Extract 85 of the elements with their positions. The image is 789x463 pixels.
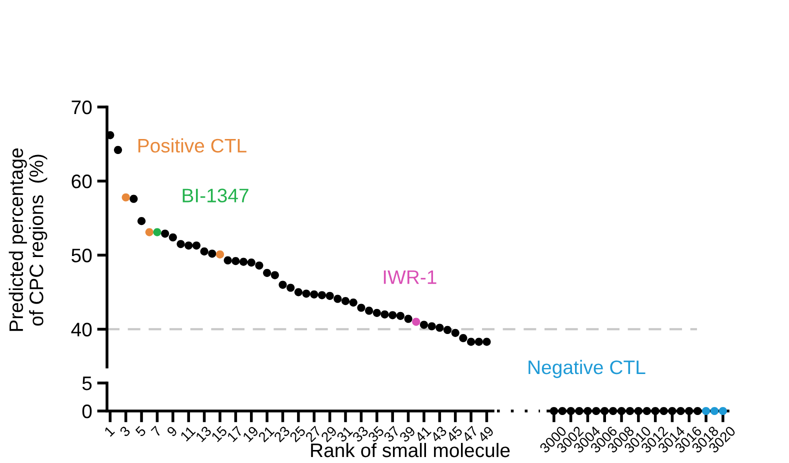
point (357, 304, 366, 312)
point (459, 334, 468, 342)
point (122, 193, 130, 202)
point (466, 338, 476, 346)
point (224, 256, 232, 264)
text: Negative CTL (528, 360, 646, 378)
point (341, 297, 350, 306)
point (263, 268, 272, 277)
x-tick-label: 47 (462, 426, 479, 443)
y-axis-title: Predicted percentage of CPC regions (%) (8, 148, 48, 331)
text: Positive CTL (138, 138, 246, 153)
x-tick-label: 45 (446, 426, 464, 443)
point (192, 241, 200, 250)
point (130, 194, 138, 203)
point (436, 324, 444, 332)
point (482, 338, 491, 346)
point (365, 306, 374, 315)
x-tick-label: 37 (383, 426, 400, 443)
point (145, 228, 154, 236)
point (372, 308, 381, 317)
point (200, 247, 208, 256)
point (380, 310, 389, 318)
x-tick-label: 17 (226, 426, 244, 442)
x-tick-label: 1 (104, 426, 115, 437)
point (239, 258, 248, 266)
point (318, 291, 326, 300)
x-tick-label: 31 (336, 426, 354, 443)
x-tick-label: 35 (367, 426, 385, 443)
point (114, 146, 122, 154)
point (396, 312, 404, 320)
point (443, 326, 452, 334)
point (137, 217, 146, 226)
point (310, 290, 318, 298)
point (334, 294, 342, 303)
point (232, 257, 240, 266)
y-tick-label: 0 (82, 404, 92, 418)
point (420, 320, 428, 329)
series-label: BI-1347 (182, 188, 248, 202)
x-tick-label: 41 (414, 426, 432, 443)
point (270, 271, 279, 280)
point (428, 322, 436, 330)
point (247, 258, 256, 267)
text: IWR-1 (384, 270, 436, 284)
x-tick-label: 9 (166, 426, 178, 438)
point (349, 298, 358, 307)
x-tick-label: 27 (304, 426, 322, 442)
x-tick-label: 21 (258, 426, 275, 442)
y-tick-label: 5 (82, 376, 92, 390)
x-tick-label: 25 (289, 426, 306, 443)
point (388, 311, 397, 320)
x-tick-label: 23 (273, 426, 290, 443)
point (168, 233, 177, 242)
x-tick-label: 49 (477, 426, 494, 443)
x-axis-title: Rank of small molecule (311, 442, 510, 458)
x-tick-label: 43 (430, 426, 448, 443)
point (404, 314, 412, 323)
point (153, 228, 162, 236)
x-tick-label: 33 (352, 426, 369, 443)
y-tick-label: 50 (72, 248, 92, 262)
point (451, 328, 460, 337)
x-tick-label: 29 (320, 426, 338, 443)
x-tick-label: 19 (242, 426, 259, 442)
point (184, 241, 193, 250)
point (176, 240, 185, 248)
point (216, 250, 224, 258)
x-tick-label: 13 (195, 426, 212, 442)
y-tick-label: 60 (72, 174, 92, 188)
point (294, 288, 302, 296)
point (412, 318, 420, 326)
point (474, 338, 483, 346)
point (161, 230, 170, 238)
x-tick-label: 11 (180, 426, 196, 442)
point (302, 290, 310, 298)
point (255, 261, 264, 270)
point (278, 280, 287, 289)
y-tick-label: 40 (71, 322, 92, 336)
x-tick-label: 3 (119, 426, 131, 438)
y-tick-label: 70 (72, 100, 92, 114)
x-tick-label: 5 (134, 426, 146, 438)
x-tick-label: 15 (211, 426, 228, 442)
x-tick-label: 39 (398, 426, 416, 443)
point (326, 292, 334, 300)
point (208, 250, 216, 258)
point (286, 284, 295, 292)
x-tick-label: 7 (150, 426, 162, 437)
